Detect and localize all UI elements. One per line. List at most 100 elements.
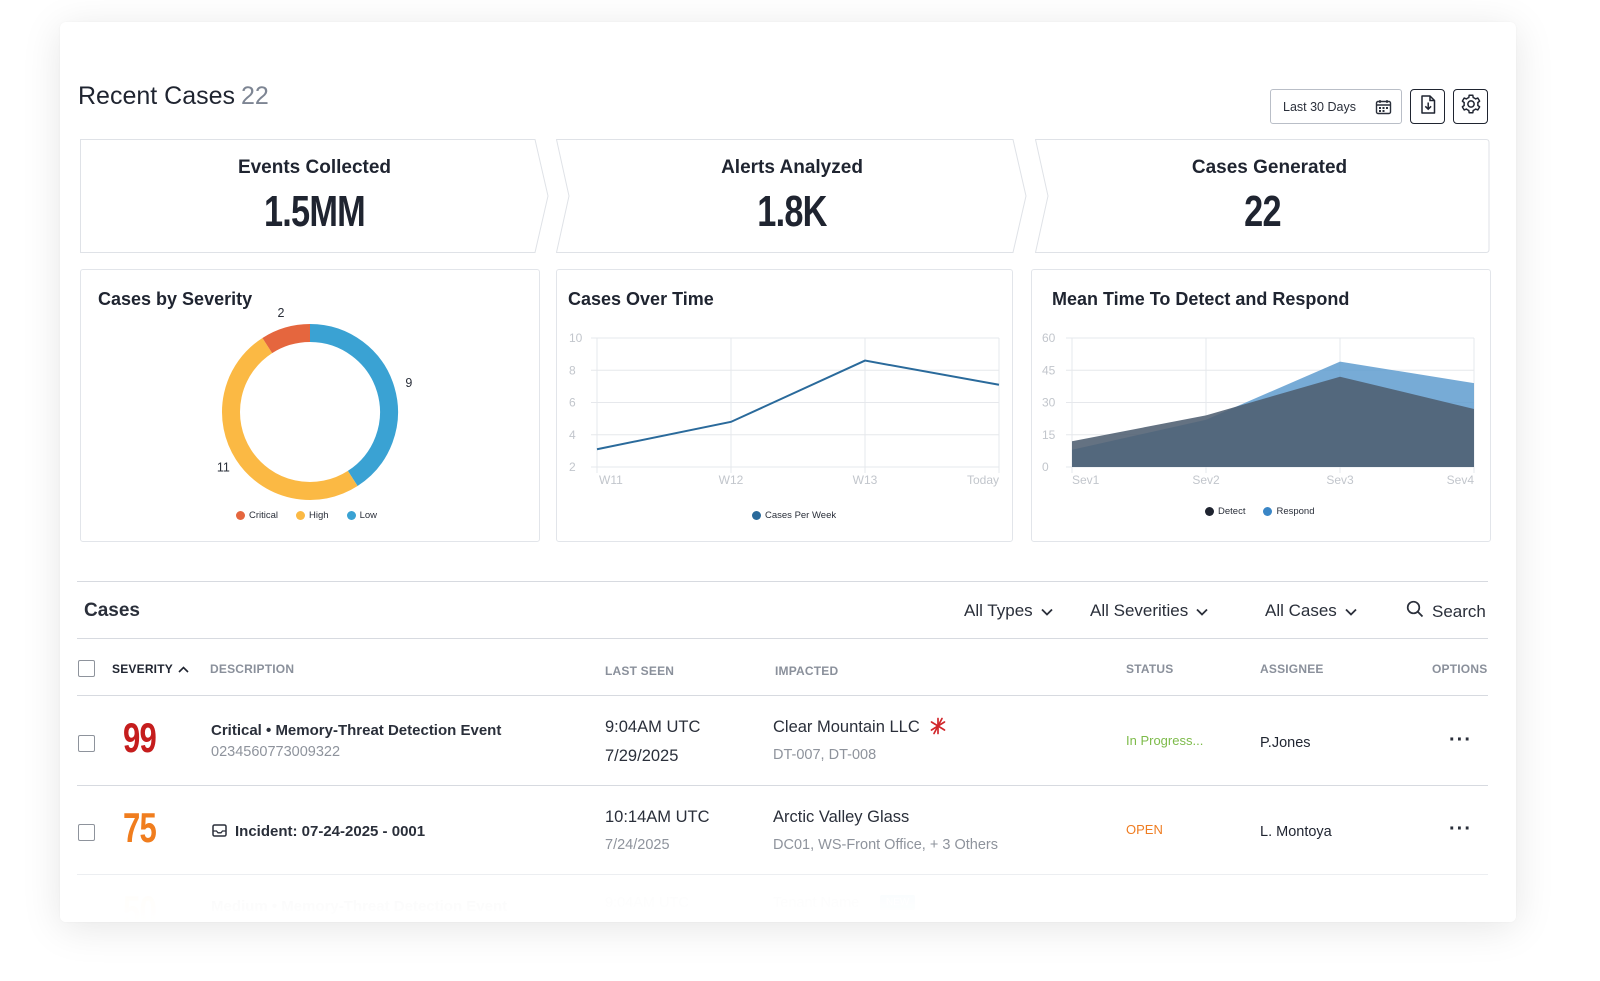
legend-swatch: [1263, 507, 1273, 516]
gear-icon: [1460, 93, 1482, 120]
x-tick-label: Sev2: [1192, 473, 1220, 487]
legend-swatch: [296, 511, 306, 520]
filter-cases[interactable]: All Cases: [1265, 601, 1357, 621]
y-tick-label: 0: [1042, 460, 1049, 474]
row-checkbox[interactable]: [78, 735, 95, 752]
last-seen-date: 7/29/2025: [605, 747, 679, 765]
legend-item-low: Low: [346, 510, 378, 521]
cases-line-chart: 10 8 6 4 2 W11 W12 W13 Today: [569, 331, 1000, 487]
x-tick-label: W11: [599, 473, 623, 487]
filter-types[interactable]: All Types: [964, 601, 1053, 621]
case-title[interactable]: Critical • Memory-Threat Detection Event: [211, 722, 502, 739]
legend-item-cases-per-week: Cases Per Week: [752, 510, 836, 521]
legend-label: High: [309, 510, 329, 521]
severity-score: 75: [123, 804, 157, 851]
header-divider: [77, 638, 1488, 639]
column-header-description[interactable]: DESCRIPTION: [210, 662, 295, 676]
page-title: Recent Cases 22: [78, 82, 269, 111]
severity-donut-chart: 9 11 2: [217, 306, 412, 500]
severity-legend: Critical High Low: [236, 510, 377, 521]
search-button[interactable]: Search: [1406, 600, 1486, 623]
x-tick-label: Sev3: [1326, 473, 1354, 487]
slice-value-label: 2: [278, 306, 285, 320]
impacted-tenant[interactable]: Clear Mountain LLC: [773, 718, 920, 736]
y-tick-label: 45: [1042, 363, 1056, 377]
kpi-label: Events Collected: [237, 157, 392, 178]
section-divider: [77, 581, 1488, 582]
kpi-cases-generated: Cases Generated 22: [1035, 139, 1490, 253]
envelope-icon: [212, 824, 227, 842]
impacted-tenant[interactable]: Tenant Name: [773, 895, 860, 911]
slice-value-label: 9: [405, 376, 412, 390]
kpi-label: Alerts Analyzed: [721, 157, 863, 178]
series-line-cases-per-week: [596, 359, 1000, 451]
new-badge: NEW: [880, 895, 916, 910]
legend-swatch: [1205, 507, 1214, 516]
donut-slice-critical: [262, 324, 311, 354]
donut-slice-low: [309, 324, 398, 487]
filter-label: All Types: [964, 601, 1033, 620]
x-tick-label: W12: [719, 473, 744, 487]
settings-button[interactable]: [1453, 89, 1488, 124]
legend-label: Low: [359, 510, 378, 521]
column-header-assignee[interactable]: ASSIGNEE: [1260, 662, 1324, 676]
kpi-value: 22: [1244, 187, 1281, 236]
case-title[interactable]: Incident: 07-24-2025 - 0001: [235, 823, 426, 840]
filter-label: All Cases: [1265, 601, 1337, 620]
row-options-button[interactable]: ···: [1449, 729, 1472, 751]
severity-chart-card: Cases by Severity 9 11 2 Critical High Low: [80, 269, 540, 542]
kpi-alerts-analyzed: Alerts Analyzed 1.8K: [556, 139, 1028, 253]
select-all-checkbox[interactable]: [78, 660, 95, 677]
row-checkbox[interactable]: [78, 824, 95, 841]
chevron-up-icon: [178, 662, 189, 676]
impacted-devices: DT-007, DT-008: [773, 747, 877, 763]
legend-swatch: [346, 511, 356, 520]
kpi-label: Cases Generated: [1191, 157, 1348, 178]
case-count: 22: [241, 82, 269, 110]
column-header-severity[interactable]: SEVERITY: [112, 662, 189, 676]
chart-title: Cases by Severity: [98, 289, 253, 309]
assignee-name[interactable]: P.Jones: [1260, 735, 1311, 751]
x-tick-label: Sev4: [1447, 473, 1475, 487]
over-time-chart-card: Cases Over Time 10 8 6 4 2 W11 W12 W13 Today Cas…: [556, 269, 1013, 542]
slice-value-label: 11: [217, 461, 230, 475]
chart-title: Cases Over Time: [568, 289, 714, 309]
mttd-chart-card: Mean Time To Detect and Respond 60 45 30 15…: [1031, 269, 1491, 542]
kpi-value: 1.5MM: [263, 187, 366, 236]
legend-label: Critical: [249, 510, 279, 521]
column-label: SEVERITY: [112, 662, 173, 676]
series-area-detect: [1072, 376, 1474, 467]
status-badge: OPEN: [1126, 822, 1163, 837]
impacted-devices: DC01, WS-Front Office, + 3 Others: [773, 837, 998, 853]
search-label: Search: [1432, 601, 1486, 621]
last-seen-time: 9:04AM UTC: [605, 895, 689, 911]
export-button[interactable]: [1410, 89, 1445, 124]
case-title[interactable]: Medium • Memory-Threat Detection Event: [211, 898, 508, 915]
row-divider: [77, 695, 1488, 696]
y-tick-label: 60: [1042, 331, 1056, 345]
assignee-name[interactable]: L. Montoya: [1260, 824, 1332, 840]
chevron-down-icon: [1196, 601, 1208, 621]
cases-section-title: Cases: [84, 600, 140, 621]
last-seen-time: 10:14AM UTC: [605, 808, 710, 826]
mttd-legend: Detect Respond: [1205, 506, 1315, 517]
filter-severities[interactable]: All Severities: [1090, 601, 1208, 621]
column-header-status[interactable]: STATUS: [1126, 662, 1174, 676]
date-range-picker[interactable]: Last 30 Days: [1270, 89, 1402, 124]
kpi-value: 1.8K: [757, 187, 827, 236]
mttd-area-chart: 60 45 30 15 0 Sev1 Sev2 Sev3 Sev4: [1042, 331, 1475, 487]
calendar-icon: [1375, 99, 1392, 118]
row-options-button[interactable]: ···: [1449, 818, 1472, 840]
column-header-impacted[interactable]: IMPACTED: [775, 664, 839, 678]
legend-swatch: [752, 511, 761, 520]
legend-label: Respond: [1276, 506, 1315, 517]
y-tick-label: 6: [569, 396, 576, 410]
column-header-last-seen[interactable]: LAST SEEN: [605, 664, 675, 678]
date-range-label: Last 30 Days: [1283, 99, 1356, 114]
x-tick-label: Today: [967, 473, 999, 487]
y-tick-label: 2: [569, 460, 576, 474]
legend-label: Cases Per Week: [765, 510, 837, 521]
impacted-tenant[interactable]: Arctic Valley Glass: [773, 808, 910, 826]
y-tick-label: 8: [569, 363, 576, 377]
over-time-legend: Cases Per Week: [752, 510, 836, 521]
